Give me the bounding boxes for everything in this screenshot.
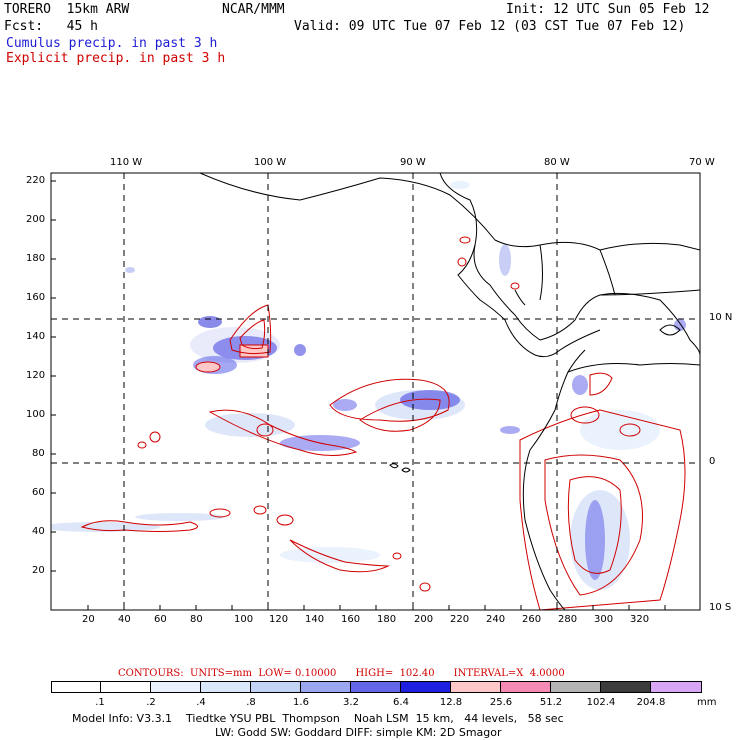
init-time: Init: 12 UTC Sun 05 Feb 12	[506, 2, 710, 17]
colorbar-swatch-9	[500, 681, 551, 693]
y-tick-80: 80	[32, 448, 45, 459]
y-tick-100: 100	[26, 409, 46, 420]
lon-label-90w: 90 W	[400, 157, 426, 168]
colorbar-label-5: 3.2	[343, 697, 359, 708]
x-tick-40: 40	[118, 614, 131, 625]
colorbar-swatch-5	[300, 681, 351, 693]
x-tick-180: 180	[377, 614, 397, 625]
lon-label-110w: 110 W	[110, 157, 143, 168]
explicit-precip-label: Explicit precip. in past 3 h	[6, 51, 226, 66]
colorbar-label-7: 12.8	[439, 697, 463, 708]
model-info-line2: LW: Godd SW: Goddard DIFF: simple KM: 2D…	[215, 726, 502, 739]
coastlines	[199, 173, 700, 610]
colorbar-swatch-6	[350, 681, 401, 693]
org-label: NCAR/MMM	[222, 2, 285, 17]
colorbar-label-3: .8	[246, 697, 256, 708]
x-tick-300: 300	[594, 614, 614, 625]
colorbar-swatch-8	[450, 681, 501, 693]
x-tick-220: 220	[450, 614, 470, 625]
precip-contours	[80, 236, 686, 610]
x-tick-80: 80	[190, 614, 203, 625]
colorbar-swatch-4	[250, 681, 301, 693]
colorbar-label-9: 51.2	[539, 697, 563, 708]
explicit-precip-field	[195, 344, 269, 373]
x-tick-260: 260	[522, 614, 542, 625]
x-tick-20: 20	[82, 614, 95, 625]
colorbar-label-0: .1	[95, 697, 105, 708]
lat-lon-grid	[51, 173, 700, 610]
model-info-line1: Model Info: V3.3.1 Tiedtke YSU PBL Thomp…	[72, 712, 564, 725]
colorbar-swatch-10	[550, 681, 601, 693]
x-tick-60: 60	[154, 614, 167, 625]
cumulus-precip-field	[51, 181, 686, 590]
x-tick-240: 240	[486, 614, 506, 625]
y-tick-140: 140	[26, 331, 46, 342]
x-tick-100: 100	[234, 614, 254, 625]
y-tick-40: 40	[32, 526, 45, 537]
model-title: TORERO 15km ARW	[4, 2, 130, 17]
colorbar-label-1: .2	[146, 697, 156, 708]
lat-label-10n: 10 N	[709, 312, 733, 323]
colorbar-label-11: 204.8	[636, 697, 666, 708]
colorbar-label-4: 1.6	[293, 697, 309, 708]
colorbar-swatch-7	[400, 681, 451, 693]
colorbar-label-8: 25.6	[489, 697, 513, 708]
colorbar-label-6: 6.4	[393, 697, 409, 708]
lon-label-70w: 70 W	[689, 157, 715, 168]
y-tick-220: 220	[26, 175, 46, 186]
y-tick-180: 180	[26, 253, 46, 264]
y-tick-60: 60	[32, 487, 45, 498]
colorbar-units: mm	[697, 697, 717, 708]
colorbar-label-2: .4	[196, 697, 206, 708]
valid-time: Valid: 09 UTC Tue 07 Feb 12 (03 CST Tue …	[294, 19, 686, 34]
lon-label-100w: 100 W	[254, 157, 287, 168]
precip-map	[50, 172, 701, 611]
contour-info: CONTOURS: UNITS=mm LOW= 0.10000 HIGH= 10…	[118, 668, 565, 679]
x-tick-140: 140	[305, 614, 325, 625]
colorbar-swatch-2	[150, 681, 201, 693]
x-tick-280: 280	[558, 614, 578, 625]
y-tick-120: 120	[26, 370, 46, 381]
x-tick-320: 320	[630, 614, 650, 625]
x-tick-200: 200	[414, 614, 434, 625]
forecast-hour: Fcst: 45 h	[4, 19, 98, 34]
x-tick-120: 120	[269, 614, 289, 625]
lon-label-80w: 80 W	[544, 157, 570, 168]
colorbar-swatch-12	[650, 681, 702, 693]
colorbar-swatch-0	[51, 681, 101, 693]
colorbar-swatch-1	[100, 681, 151, 693]
lat-label-0: 0	[709, 456, 716, 467]
colorbar-swatch-3	[200, 681, 251, 693]
lat-label-10s: 10 S	[709, 602, 732, 613]
y-tick-160: 160	[26, 292, 46, 303]
y-tick-20: 20	[32, 565, 45, 576]
colorbar-label-10: 102.4	[586, 697, 616, 708]
cumulus-precip-label: Cumulus precip. in past 3 h	[6, 36, 218, 51]
colorbar-swatch-11	[600, 681, 651, 693]
x-tick-160: 160	[341, 614, 361, 625]
y-tick-200: 200	[26, 214, 46, 225]
